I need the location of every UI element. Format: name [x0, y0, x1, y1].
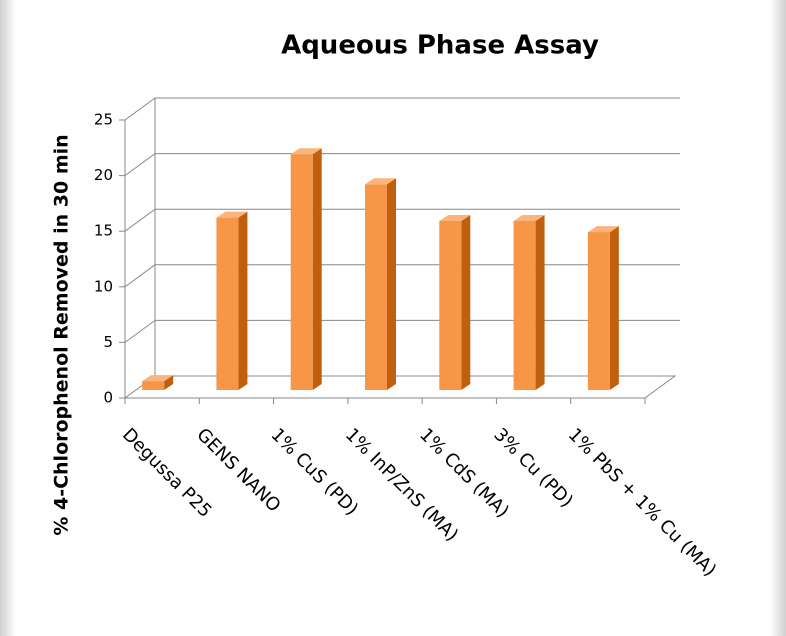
y-tick-label: 25	[94, 111, 113, 129]
bar-side	[461, 214, 471, 390]
bar-top	[439, 214, 471, 221]
y-axis-label: % 4-Chlorophenol Removed in 30 min	[51, 134, 73, 535]
y-tick-label: 10	[94, 277, 113, 295]
bar-side	[535, 214, 545, 390]
bar-side	[312, 148, 322, 390]
y-tick-label: 0	[103, 389, 113, 407]
bar	[216, 211, 248, 390]
bar-front	[216, 217, 239, 390]
y-tick-label: 20	[94, 166, 113, 184]
bar	[142, 375, 174, 390]
bar-top	[513, 214, 545, 221]
grid-line	[124, 264, 680, 288]
bar-top	[365, 178, 396, 185]
bar	[290, 148, 322, 390]
bar	[365, 178, 396, 390]
grid-line	[124, 97, 680, 121]
bar-front	[290, 154, 313, 390]
bar	[587, 226, 619, 390]
bar-side	[609, 226, 619, 390]
chart-title: Aqueous Phase Assay	[281, 31, 599, 61]
bar-top	[290, 148, 322, 155]
grid-line	[124, 208, 680, 232]
bar-front	[365, 184, 387, 390]
y-tick-label: 5	[103, 333, 113, 351]
bar-side	[164, 375, 174, 390]
bar	[439, 214, 471, 390]
grid-line	[124, 153, 680, 177]
grid-line	[124, 319, 680, 343]
bar-side	[387, 178, 396, 390]
bar-front	[439, 220, 462, 390]
bar-top	[142, 375, 174, 382]
bar-front	[513, 220, 536, 390]
bar-front	[142, 381, 165, 390]
bar	[513, 214, 545, 390]
y-tick-label: 15	[94, 222, 113, 240]
bar-top	[587, 226, 619, 233]
bar-front	[587, 232, 610, 390]
bar-side	[238, 211, 248, 390]
bar-top	[216, 211, 248, 218]
